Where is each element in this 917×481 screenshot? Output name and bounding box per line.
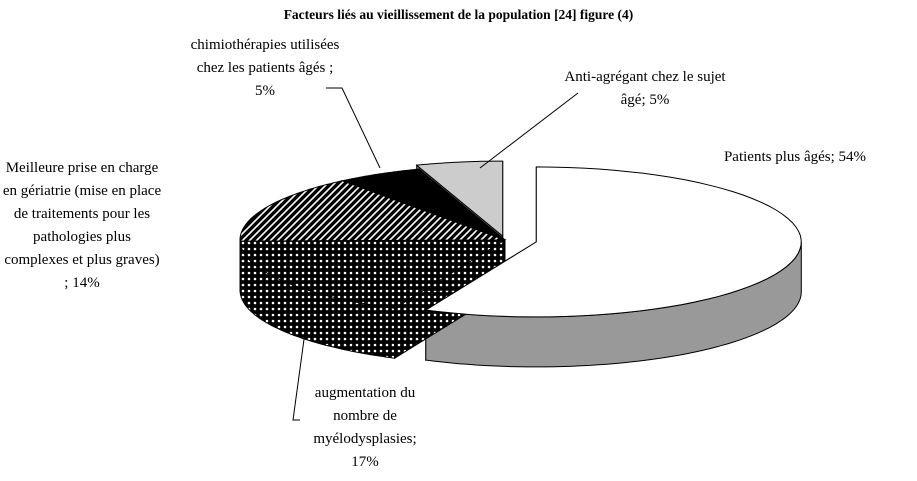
- category: augmentation du nombre de myélodysplasie…: [313, 385, 417, 447]
- leader-line: [292, 331, 306, 421]
- leader-line: [479, 92, 579, 169]
- pie: [239, 160, 802, 368]
- slice-label: augmentation du nombre de myélodysplasie…: [300, 382, 430, 474]
- slice: [239, 239, 507, 309]
- chart-title: Facteurs liés au vieillissement de la po…: [283, 7, 634, 22]
- leader-lines: [292, 87, 579, 421]
- value-label: 5%: [649, 92, 670, 108]
- category: chimiothérapies utilisées chez les patie…: [190, 37, 340, 76]
- leader-line: [326, 87, 381, 169]
- value-label: 5%: [255, 83, 275, 99]
- slice-label: Patients plus âgés; 54%: [720, 146, 870, 169]
- slice: [340, 168, 506, 241]
- slice: [239, 180, 506, 242]
- value-label: 17%: [351, 454, 379, 470]
- value-label: 54%: [838, 149, 867, 165]
- category: Meilleure prise en charge en gériatrie (…: [2, 160, 162, 291]
- slice-label: chimiothérapies utilisées chez les patie…: [190, 34, 340, 103]
- value-label: 14%: [72, 275, 100, 291]
- category: Anti-agrégant chez le sujet âgé;: [564, 69, 726, 108]
- slice-label: Meilleure prise en charge en gériatrie (…: [2, 157, 162, 295]
- slice-label: Anti-agrégant chez le sujet âgé; 5%: [560, 66, 730, 112]
- category: Patients plus âgés;: [723, 149, 835, 165]
- slice: [424, 166, 802, 318]
